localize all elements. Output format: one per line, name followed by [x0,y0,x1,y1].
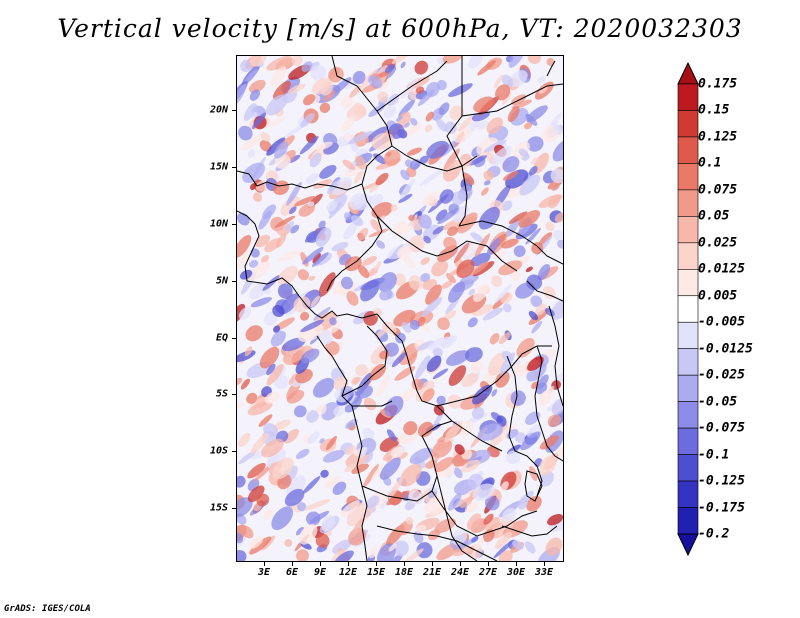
colorbar-label: -0.075 [698,420,745,436]
colorbar-box [677,268,699,297]
lon-label-12e: 12E [338,567,358,578]
lat-label-15n: 15N [209,161,228,173]
colorbar-label: 0.025 [698,235,738,251]
lon-label-24e: 24E [450,567,470,578]
lon-label-30e: 30E [506,567,526,578]
colorbar-box [677,189,699,217]
lat-label-15s: 15S [209,502,228,514]
colorbar-label: -0.0125 [698,341,753,357]
lat-label-5s: 5S [215,388,228,400]
colorbar-box [677,295,699,323]
colorbar-box [677,480,699,508]
colorbar-scale [677,61,699,557]
lon-label-33e: 33E [534,567,554,578]
lon-label-18e: 18E [394,567,414,578]
colorbar-box [677,454,699,482]
grads-credit: GrADS: IGES/COLA [4,604,91,614]
colorbar-box [677,83,699,111]
colorbar-label: 0.1 [698,155,722,171]
colorbar-label: 0.15 [698,102,730,118]
lat-label-10s: 10S [209,445,228,457]
colorbar-label: 0.125 [698,129,738,145]
lon-label-9e: 9E [313,567,327,578]
colorbar-box [677,136,699,164]
lat-label-eq: EQ [215,332,228,344]
colorbar-label: 0.0125 [698,261,745,277]
colorbar-box [677,427,699,455]
colorbar-box [677,374,699,402]
lat-label-20n: 20N [209,104,228,116]
colorbar-box [677,110,699,138]
colorbar-box [677,216,699,244]
colorbar-box [677,163,699,191]
lon-label-21e: 21E [422,567,442,578]
colorbar-box [677,348,699,376]
lon-label-15e: 15E [366,567,386,578]
colorbar-label: -0.025 [698,367,745,383]
colorbar-min-arrow [677,533,699,557]
colorbar [677,61,699,560]
colorbar-label: 0.075 [698,182,738,198]
lat-label-5n: 5N [215,275,228,287]
colorbar-label: -0.2 [698,526,730,542]
colorbar-label: -0.125 [698,473,745,489]
colorbar-label: -0.005 [698,314,745,330]
colorbar-label: 0.175 [698,76,738,92]
colorbar-box [677,321,699,350]
colorbar-label: -0.1 [698,447,730,463]
colorbar-label: 0.05 [698,208,730,224]
colorbar-label: -0.175 [698,500,745,516]
colorbar-box [677,507,699,535]
lon-label-3e: 3E [257,567,271,578]
lon-label-27e: 27E [478,567,498,578]
colorbar-label: 0.005 [698,288,738,304]
vertical-velocity-field [237,56,563,561]
colorbar-label: -0.05 [698,394,738,410]
map-title: Vertical velocity [m/s] at 600hPa, VT: 2… [57,14,743,43]
colorbar-box [677,401,699,429]
lat-label-10n: 10N [209,218,228,230]
country-borders [237,56,563,561]
colorbar-max-arrow [677,61,699,85]
map-panel [236,55,564,562]
lon-label-6e: 6E [285,567,299,578]
colorbar-box [677,242,699,270]
